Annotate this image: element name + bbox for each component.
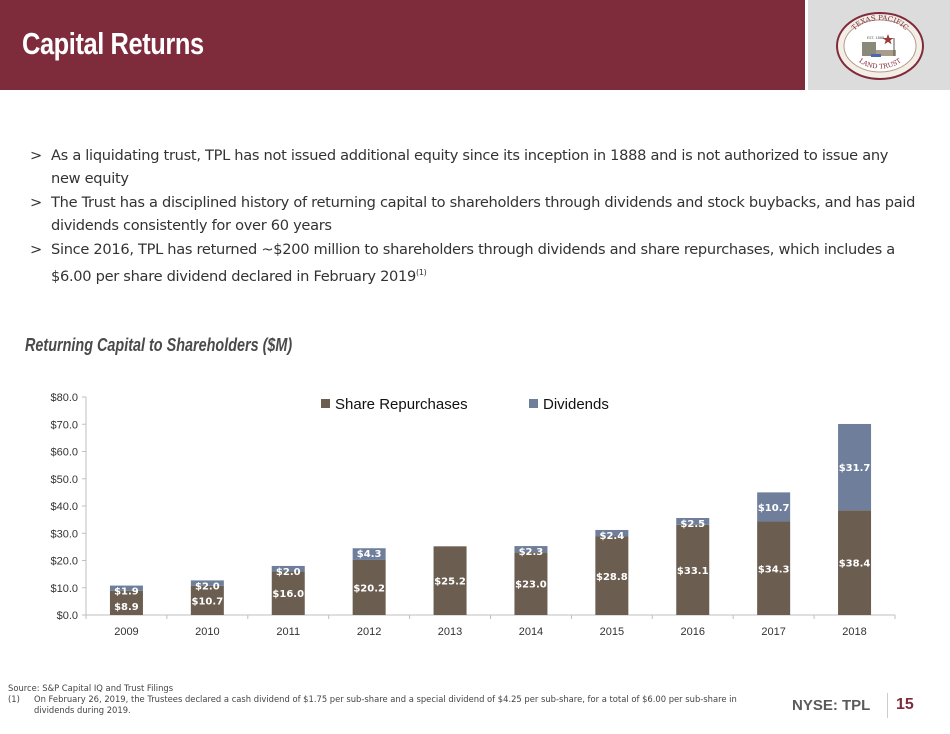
bar-share-repurchases xyxy=(514,552,548,615)
y-tick-label: $20.0 xyxy=(50,556,78,568)
bar-share-repurchases xyxy=(757,521,791,615)
chart-axes: $0.0 $10.0 $20.0 $30.0 $40.0 $50.0 $60.0 $70.0 $… xyxy=(50,392,896,638)
bullet-marker: > xyxy=(30,147,42,164)
chart-section-title: Returning Capital to Shareholders ($M) xyxy=(25,335,293,355)
y-tick-label: $30.0 xyxy=(50,528,78,540)
data-label: $1.9 xyxy=(114,587,139,598)
logo-panel: TEXAS PACIFIC LAND TRUST EST. 1888 xyxy=(808,0,950,90)
bullet-list: > As a liquidating trust, TPL has not iss… xyxy=(30,144,920,289)
x-tick-label: 2017 xyxy=(761,626,785,638)
footnotes: Source: S&P Capital IQ and Trust Filings… xyxy=(8,683,768,716)
y-tick-label: $10.0 xyxy=(50,583,78,595)
bar-dividends xyxy=(352,548,386,560)
data-label: $2.3 xyxy=(519,547,544,558)
bar-dividends xyxy=(838,423,872,511)
bullet-marker: > xyxy=(30,241,42,258)
footnote-ref: (1) xyxy=(416,268,427,277)
bar-dividends xyxy=(676,517,710,525)
bar-dividends xyxy=(757,492,791,522)
footnote-text: On February 26, 2019, the Trustees decla… xyxy=(34,694,737,715)
data-label: $25.2 xyxy=(434,577,466,588)
x-tick-label: 2018 xyxy=(842,626,866,638)
bullet-marker: > xyxy=(30,194,42,211)
x-tick-label: 2011 xyxy=(276,626,300,638)
y-tick-label: $40.0 xyxy=(50,501,78,513)
legend-swatch-dividends xyxy=(529,399,538,408)
bar-share-repurchases xyxy=(838,510,872,615)
x-tick-label: 2010 xyxy=(195,626,219,638)
bar-dividends xyxy=(271,565,305,572)
bar-share-repurchases xyxy=(352,559,386,615)
y-tick-label: $70.0 xyxy=(50,419,78,431)
bullet-item: > Since 2016, TPL has returned ~$200 mill… xyxy=(30,238,920,288)
x-tick-label: 2014 xyxy=(519,626,543,638)
bar-dividends xyxy=(190,580,224,586)
bar-share-repurchases xyxy=(190,585,224,615)
data-label: $2.4 xyxy=(600,531,625,542)
y-tick-label: $80.0 xyxy=(50,392,78,404)
legend-swatch-share-repurchases xyxy=(321,399,330,408)
data-label: $31.7 xyxy=(839,463,871,474)
data-label: $20.2 xyxy=(353,583,385,594)
bullet-text: The Trust has a disciplined history of r… xyxy=(51,194,916,234)
bullet-text: As a liquidating trust, TPL has not issu… xyxy=(51,147,889,187)
data-label: $38.4 xyxy=(839,559,871,570)
bar-share-repurchases xyxy=(595,536,629,615)
page-title: Capital Returns xyxy=(22,26,204,61)
bar-share-repurchases xyxy=(109,590,143,615)
chart-bars xyxy=(109,423,872,615)
data-label: $33.1 xyxy=(677,566,709,577)
header-band: Capital Returns xyxy=(0,0,805,90)
legend-label-dividends: Dividends xyxy=(543,396,609,413)
bullet-item: > As a liquidating trust, TPL has not iss… xyxy=(30,144,920,190)
data-label: $4.3 xyxy=(357,549,382,560)
data-label: $2.0 xyxy=(195,581,220,592)
x-tick-label: 2012 xyxy=(357,626,381,638)
footer-divider xyxy=(887,693,888,718)
source-note: Source: S&P Capital IQ and Trust Filings xyxy=(8,683,174,693)
bar-dividends xyxy=(595,529,629,537)
bar-dividends xyxy=(514,546,548,553)
y-tick-label: $50.0 xyxy=(50,474,78,486)
bar-share-repurchases xyxy=(676,524,710,615)
chart-legend: Share Repurchases Dividends xyxy=(321,396,609,413)
bullet-text: Since 2016, TPL has returned ~$200 milli… xyxy=(51,241,895,285)
chart-data-labels: $8.9 $1.9 $10.7 $2.0 $16.0 $2.0 $20.2 $4.3 $25.2… xyxy=(114,463,870,613)
data-label: $10.7 xyxy=(758,503,790,514)
trust-seal-logo: TEXAS PACIFIC LAND TRUST EST. 1888 xyxy=(836,12,924,80)
bar-dividends xyxy=(109,585,143,591)
footnote-1: (1) On February 26, 2019, the Trustees d… xyxy=(8,694,768,716)
data-label: $16.0 xyxy=(272,589,304,600)
stacked-bar-chart: $0.0 $10.0 $20.0 $30.0 $40.0 $50.0 $60.0 $70.0 $… xyxy=(50,392,896,638)
logo-est: EST. 1888 xyxy=(867,36,884,40)
legend-label-share-repurchases: Share Repurchases xyxy=(335,396,468,413)
bar-share-repurchases xyxy=(271,571,305,615)
data-label: $23.0 xyxy=(515,580,547,591)
data-label: $8.9 xyxy=(114,602,139,613)
bullet-item: > The Trust has a disciplined history of … xyxy=(30,191,920,237)
data-label: $34.3 xyxy=(758,564,790,575)
page-number: 15 xyxy=(896,696,914,713)
x-tick-label: 2015 xyxy=(600,626,624,638)
x-tick-label: 2013 xyxy=(438,626,462,638)
x-tick-label: 2009 xyxy=(114,626,138,638)
y-tick-label: $0.0 xyxy=(57,610,78,622)
data-label: $10.7 xyxy=(192,596,224,607)
ticker-label: NYSE: TPL xyxy=(792,697,871,714)
data-label: $2.0 xyxy=(276,567,301,578)
y-tick-label: $60.0 xyxy=(50,447,78,459)
footnote-number: (1) xyxy=(8,694,20,704)
data-label: $2.5 xyxy=(680,519,705,530)
bar-share-repurchases xyxy=(433,546,467,615)
x-tick-label: 2016 xyxy=(681,626,705,638)
data-label: $28.8 xyxy=(596,572,628,583)
